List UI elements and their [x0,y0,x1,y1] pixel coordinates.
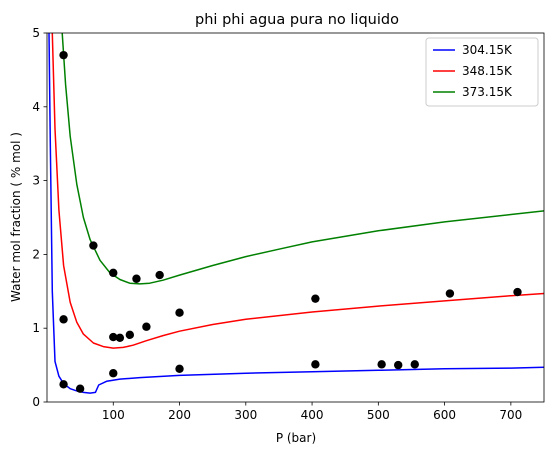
data-point [513,287,522,297]
legend-label: 373.15K [462,85,513,99]
data-point [175,308,184,317]
data-point [377,360,386,369]
data-point [109,332,118,342]
y-tick-label: 0 [32,395,40,409]
y-tick-label: 5 [32,26,40,40]
legend: 304.15K 348.15K 373.15K [425,37,539,107]
x-tick-label: 400 [301,408,324,422]
data-point [311,294,320,303]
axis-ticks: 100 200 300 400 500 600 700 0 1 2 3 4 5 [32,26,522,422]
data-point [89,241,98,250]
plot-frame [46,32,545,403]
x-tick-label: 300 [234,408,257,422]
y-tick-label: 3 [32,174,40,188]
data-point [59,315,68,324]
x-tick-label: 600 [433,408,456,422]
data-point [125,330,135,340]
data-point [155,270,164,280]
data-point [311,360,320,369]
data-point [445,289,455,298]
x-tick-label: 500 [367,408,390,422]
data-point [115,333,125,342]
data-point [142,322,151,331]
data-point [132,274,141,283]
legend-box [425,37,539,107]
y-tick-label: 1 [32,321,40,335]
x-tick-label: 100 [102,408,125,422]
y-axis-label: Water mol fraction ( % mol ) [9,132,23,302]
data-point [109,369,118,378]
y-tick-label: 2 [32,247,40,261]
data-point [75,384,85,393]
y-tick-label: 4 [32,100,40,114]
x-axis-label: P (bar) [276,431,316,445]
data-point [394,360,403,370]
scatter-points [59,50,522,393]
chart-title: phi phi agua pura no liquido [195,12,399,28]
x-tick-label: 700 [499,408,522,422]
data-point [410,360,419,369]
data-point [59,50,68,60]
data-point [109,268,118,278]
data-point [59,380,68,389]
series-lines [48,33,544,394]
series-line-304.15K [48,33,544,394]
series-line-373.15K [61,33,544,285]
series-line-348.15K [51,33,544,349]
x-tick-label: 200 [168,408,191,422]
legend-label: 304.15K [462,43,513,57]
legend-label: 348.15K [462,64,513,78]
data-point [175,364,184,373]
